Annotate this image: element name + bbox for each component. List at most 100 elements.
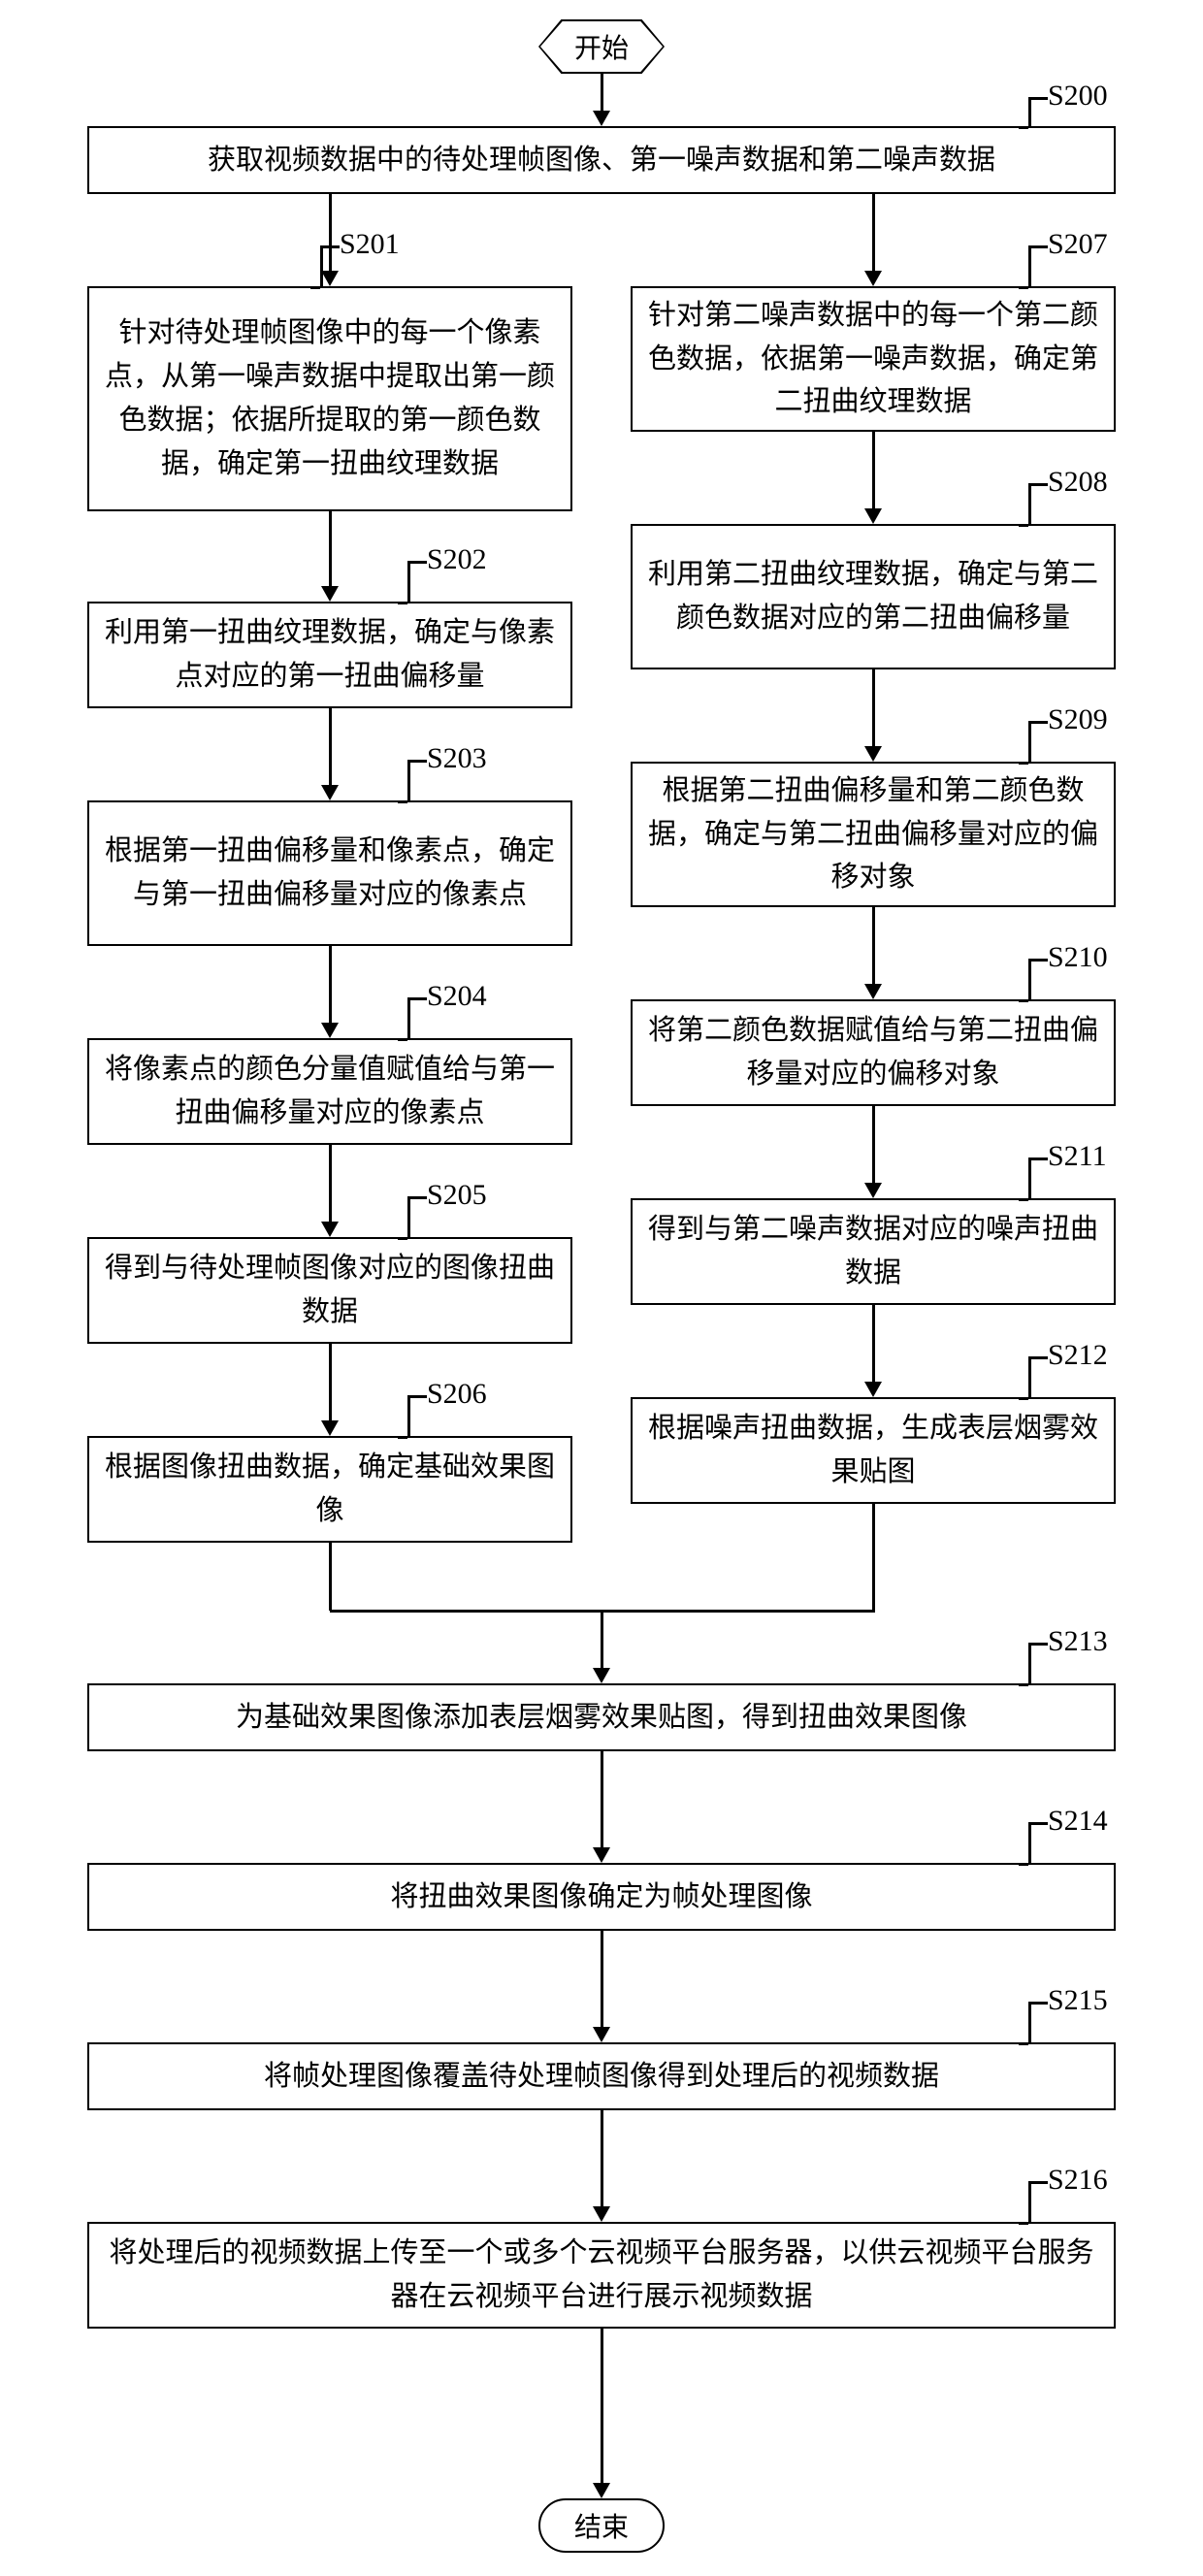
label-connector [1028, 483, 1048, 486]
arrow-line [329, 1145, 332, 1223]
label-connector [1028, 97, 1031, 127]
label-connector [1019, 999, 1028, 1002]
label-connector [1028, 245, 1048, 248]
label-connector [1028, 721, 1048, 724]
label-connector [1028, 1356, 1048, 1359]
label-connector [407, 561, 410, 603]
process-S205: 得到与待处理帧图像对应的图像扭曲数据 [87, 1237, 572, 1344]
process-S216: 将处理后的视频数据上传至一个或多个云视频平台服务器，以供云视频平台服务器在云视频… [87, 2222, 1116, 2329]
label-connector [1019, 1863, 1028, 1866]
label-connector [1028, 483, 1031, 525]
arrow-line [329, 194, 332, 273]
process-S208: 利用第二扭曲纹理数据，确定与第二颜色数据对应的第二扭曲偏移量 [631, 524, 1116, 669]
label-connector [398, 1038, 407, 1041]
label-connector [1019, 126, 1028, 129]
arrow-head-icon [864, 271, 882, 286]
label-connector [398, 1436, 407, 1439]
arrow-head-icon [593, 1847, 610, 1863]
arrow-line [601, 2329, 603, 2485]
step-label-S204: S204 [427, 980, 487, 1013]
label-connector [407, 1395, 427, 1398]
step-label-S211: S211 [1048, 1140, 1107, 1173]
label-connector [1028, 721, 1031, 763]
step-label-S203: S203 [427, 742, 487, 775]
arrow-line [329, 946, 332, 1025]
label-connector [1028, 959, 1048, 962]
step-label-S210: S210 [1048, 941, 1108, 974]
process-S200: 获取视频数据中的待处理帧图像、第一噪声数据和第二噪声数据 [87, 126, 1116, 194]
connector-line [872, 1504, 875, 1611]
arrow-line [601, 2110, 603, 2208]
arrow-head-icon [321, 1222, 339, 1237]
label-connector [407, 561, 427, 564]
label-connector [1019, 286, 1028, 289]
label-connector [407, 997, 427, 1000]
arrow-line [329, 708, 332, 787]
label-connector [1028, 2002, 1031, 2043]
label-connector [398, 1237, 407, 1240]
process-S213: 为基础效果图像添加表层烟雾效果贴图，得到扭曲效果图像 [87, 1683, 1116, 1751]
label-connector [1019, 1683, 1028, 1686]
label-connector [1028, 1356, 1031, 1398]
label-connector [1028, 97, 1048, 100]
step-label-S206: S206 [427, 1378, 487, 1411]
end-terminator: 结束 [538, 2498, 665, 2553]
label-connector [1028, 959, 1031, 1000]
arrow-head-icon [593, 2483, 610, 2498]
connector-line [329, 1543, 332, 1611]
label-connector [1028, 2181, 1048, 2184]
label-connector [1019, 2042, 1028, 2045]
label-connector [407, 1196, 410, 1238]
process-S215: 将帧处理图像覆盖待处理帧图像得到处理后的视频数据 [87, 2042, 1116, 2110]
label-connector [1028, 2181, 1031, 2223]
arrow-line [872, 1305, 875, 1384]
arrow-head-icon [321, 1420, 339, 1436]
label-connector [407, 1196, 427, 1199]
arrow-line [601, 1611, 603, 1670]
process-S210: 将第二颜色数据赋值给与第二扭曲偏移量对应的偏移对象 [631, 999, 1116, 1106]
step-label-S205: S205 [427, 1179, 487, 1212]
arrow-head-icon [321, 586, 339, 602]
arrow-head-icon [864, 508, 882, 524]
step-label-S216: S216 [1048, 2164, 1108, 2197]
label-connector [407, 760, 410, 801]
arrow-head-icon [593, 2206, 610, 2222]
arrow-line [872, 1106, 875, 1185]
process-S212: 根据噪声扭曲数据，生成表层烟雾效果贴图 [631, 1397, 1116, 1504]
process-S214: 将扭曲效果图像确定为帧处理图像 [87, 1863, 1116, 1931]
arrow-line [329, 1344, 332, 1422]
arrow-head-icon [321, 1023, 339, 1038]
label-connector [1028, 1822, 1048, 1825]
step-label-S201: S201 [340, 228, 400, 261]
arrow-line [329, 511, 332, 588]
step-label-S213: S213 [1048, 1625, 1108, 1658]
process-S204: 将像素点的颜色分量值赋值给与第一扭曲偏移量对应的像素点 [87, 1038, 572, 1145]
arrow-head-icon [321, 271, 339, 286]
arrow-line [601, 74, 603, 113]
label-connector [407, 1395, 410, 1437]
arrow-line [601, 1751, 603, 1849]
arrow-head-icon [864, 1382, 882, 1397]
label-connector [1028, 1822, 1031, 1864]
start-terminator: 开始 [538, 19, 665, 74]
step-label-S212: S212 [1048, 1339, 1108, 1372]
arrow-head-icon [864, 746, 882, 762]
process-S211: 得到与第二噪声数据对应的噪声扭曲数据 [631, 1198, 1116, 1305]
start-label: 开始 [540, 21, 663, 72]
label-connector [1019, 762, 1028, 765]
arrow-head-icon [864, 1183, 882, 1198]
label-connector [1019, 2222, 1028, 2225]
label-connector [398, 800, 407, 803]
process-S206: 根据图像扭曲数据，确定基础效果图像 [87, 1436, 572, 1543]
label-connector [1019, 1198, 1028, 1201]
step-label-S209: S209 [1048, 703, 1108, 736]
label-connector [398, 602, 407, 604]
label-connector [1028, 1158, 1048, 1160]
process-S207: 针对第二噪声数据中的每一个第二颜色数据，依据第一噪声数据，确定第二扭曲纹理数据 [631, 286, 1116, 432]
step-label-S200: S200 [1048, 80, 1108, 113]
arrow-head-icon [593, 2027, 610, 2042]
process-S209: 根据第二扭曲偏移量和第二颜色数据，确定与第二扭曲偏移量对应的偏移对象 [631, 762, 1116, 907]
label-connector [1028, 1158, 1031, 1199]
arrow-line [872, 432, 875, 510]
step-label-S214: S214 [1048, 1805, 1108, 1838]
